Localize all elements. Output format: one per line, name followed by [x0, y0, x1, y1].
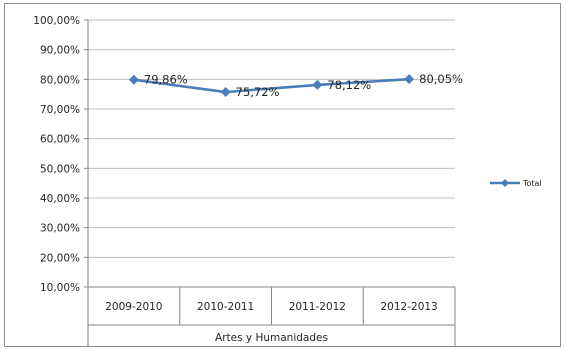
y-tick-label: 20,00% [40, 252, 80, 264]
series-total [128, 74, 415, 98]
y-tick-label: 40,00% [40, 193, 80, 205]
y-tick-label: 70,00% [40, 104, 80, 116]
y-tick-label: 60,00% [40, 134, 80, 146]
data-labels: 79,86% 75,72% 78,12% 80,05% [144, 72, 463, 99]
x-tick-label: 2009-2010 [105, 301, 162, 313]
y-tick-label: 80,00% [40, 74, 80, 86]
data-point-marker [404, 74, 415, 85]
x-axis-ticks: 2009-2010 2010-2011 2011-2012 2012-2013 Arte… [105, 301, 437, 344]
chart-frame [4, 3, 561, 347]
data-point-marker [312, 79, 323, 90]
x-group-label: Artes y Humanidades [215, 332, 328, 344]
legend: Total [490, 179, 542, 188]
y-tick-label: 30,00% [40, 223, 80, 235]
data-point-marker [220, 87, 231, 98]
y-tick-label: 50,00% [40, 163, 80, 175]
series-line-total [133, 77, 410, 94]
data-point-marker [128, 74, 139, 85]
data-label: 80,05% [419, 72, 463, 86]
data-label: 75,72% [236, 85, 280, 99]
x-tick-label: 2010-2011 [197, 301, 254, 313]
x-tick-label: 2011-2012 [289, 301, 346, 313]
data-label: 79,86% [144, 73, 188, 87]
y-tick-label: 10,00% [40, 282, 80, 294]
legend-label-total: Total [522, 179, 542, 188]
y-tick-label: 100,00% [33, 15, 80, 27]
y-tick-label: 90,00% [40, 45, 80, 57]
data-label: 78,12% [327, 78, 371, 92]
legend-marker-total [501, 179, 509, 187]
y-axis-ticks: 10,00% 20,00% 30,00% 40,00% 50,00% 60,00% 70,0… [33, 15, 80, 294]
x-tick-label: 2012-2013 [381, 301, 438, 313]
gridlines [88, 19, 455, 258]
axes [84, 19, 456, 346]
